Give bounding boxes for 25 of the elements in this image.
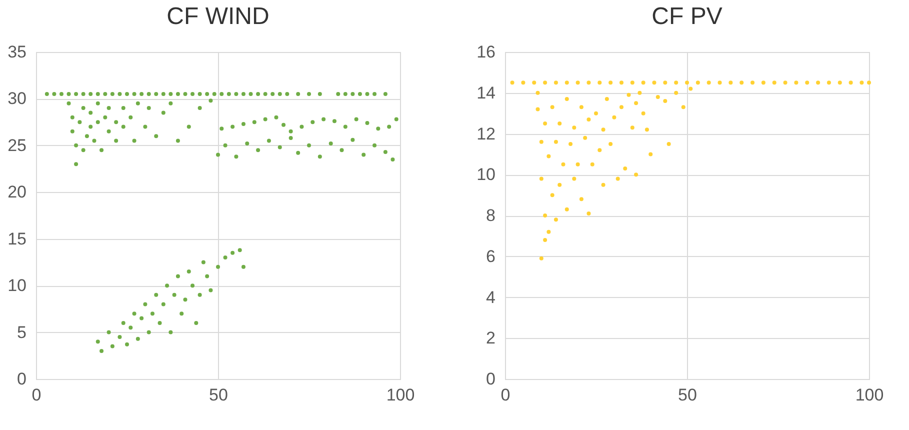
y-tick-label: 10 (8, 276, 26, 296)
x-tick-label: 50 (678, 386, 697, 404)
x-tick-label: 0 (32, 386, 42, 404)
x-tick-label: 100 (386, 386, 415, 404)
y-tick-label: 2 (486, 328, 496, 348)
y-tick-label: 5 (17, 322, 26, 342)
y-tick-label: 4 (486, 288, 496, 307)
y-tick-label: 20 (8, 182, 26, 202)
y-tick-label: 10 (476, 165, 496, 184)
y-tick-label: 12 (476, 124, 496, 144)
y-tick-label: 0 (17, 370, 26, 388)
x-tick-label: 0 (500, 386, 510, 404)
x-tick-label: 50 (209, 386, 228, 404)
x-tick-label: 100 (855, 386, 884, 404)
y-tick-label: 35 (8, 42, 26, 62)
chart-title: CF WIND (166, 3, 270, 30)
y-tick-label: 0 (486, 370, 496, 388)
y-tick-label: 25 (8, 136, 26, 155)
y-tick-label: 14 (476, 83, 496, 102)
chart-title: CF PV (652, 3, 722, 30)
y-tick-label: 15 (8, 229, 26, 248)
y-tick-label: 8 (486, 206, 496, 225)
y-tick-label: 16 (476, 42, 496, 62)
y-tick-label: 30 (8, 89, 26, 108)
y-tick-label: 6 (486, 246, 496, 266)
